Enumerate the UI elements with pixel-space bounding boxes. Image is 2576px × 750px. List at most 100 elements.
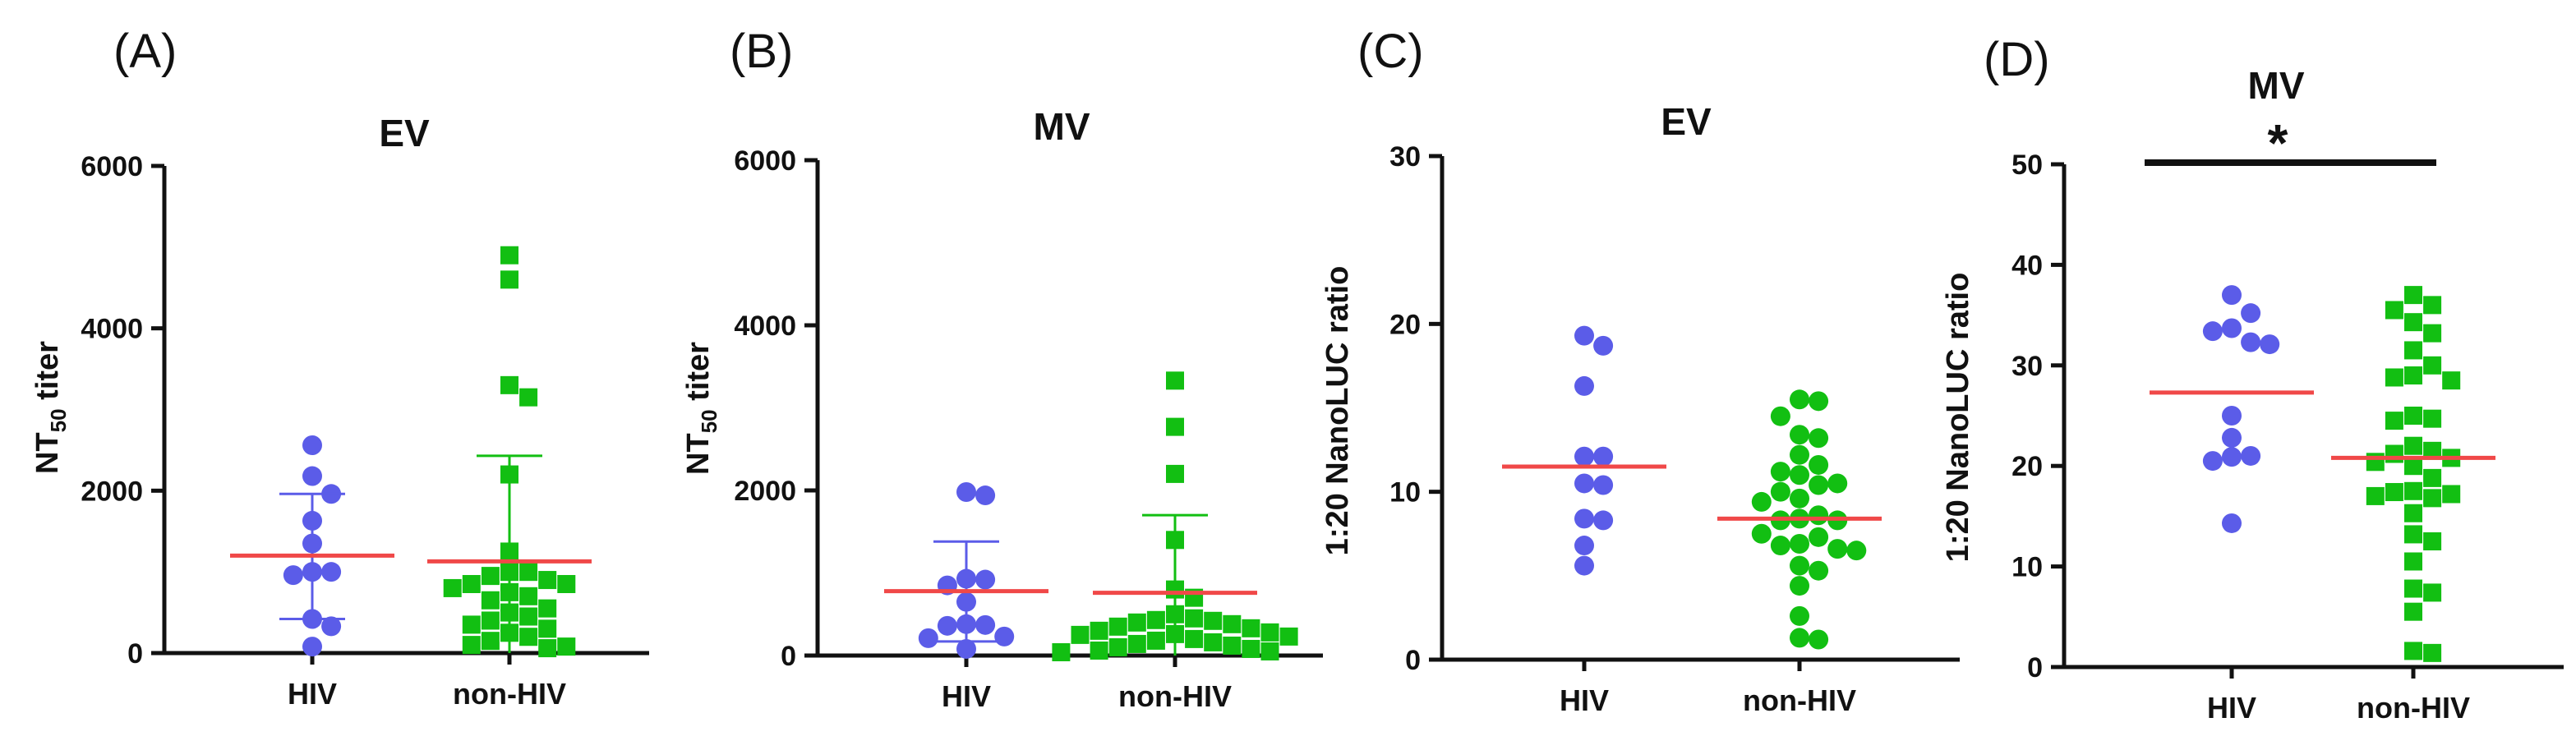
panel-c-title: EV xyxy=(1661,100,1712,143)
non-hiv-point xyxy=(1809,505,1829,526)
hiv-point xyxy=(1593,335,1614,356)
hiv-point xyxy=(2222,285,2242,306)
hiv-point xyxy=(2241,445,2261,466)
y-tick-label: 6000 xyxy=(81,151,143,182)
panel-b-title: MV xyxy=(1034,105,1090,148)
non-hiv-point xyxy=(1052,642,1071,661)
hiv-point xyxy=(956,638,976,659)
non-hiv-point xyxy=(1790,425,1809,445)
non-hiv-point xyxy=(1185,609,1204,628)
non-hiv-point xyxy=(1751,523,1772,544)
non-hiv-point xyxy=(557,637,576,656)
hiv-point xyxy=(2222,447,2242,467)
hiv-point xyxy=(1593,475,1614,495)
non-hiv-point xyxy=(1204,633,1223,651)
panel-c: (C) EV 1:20 NanoLUC ratio 0 10 20 30 HIV non-… xyxy=(1320,25,1960,717)
hiv-point xyxy=(2222,513,2242,533)
non-hiv-point xyxy=(1204,611,1223,630)
non-hiv-point xyxy=(500,270,518,289)
non-hiv-point xyxy=(1223,614,1242,633)
non-hiv-point xyxy=(1770,536,1790,556)
non-hiv-point xyxy=(1260,623,1279,642)
y-tick-label: 0 xyxy=(127,638,143,669)
non-hiv-point xyxy=(2404,436,2422,455)
non-hiv-point xyxy=(2404,457,2422,476)
hiv-point xyxy=(918,628,938,648)
non-hiv-point xyxy=(1166,371,1184,390)
non-hiv-point xyxy=(500,375,518,394)
non-hiv-point xyxy=(481,591,500,610)
y-tick-label: 30 xyxy=(2011,351,2043,382)
non-hiv-point xyxy=(2442,371,2461,390)
y-tick-label: 30 xyxy=(1389,141,1421,173)
non-hiv-point xyxy=(1827,539,1848,559)
non-hiv-point xyxy=(1809,428,1829,449)
panel-d-title: MV xyxy=(2248,64,2305,107)
hiv-point xyxy=(2241,303,2261,324)
hiv-point xyxy=(2202,451,2223,472)
panel-c-label: (C) xyxy=(1357,25,1424,78)
non-hiv-point xyxy=(1770,406,1790,426)
non-hiv-point xyxy=(1279,627,1298,646)
panel-b-ylabel: NT50 titer xyxy=(681,342,721,475)
panel-d-ylabel: 1:20 NanoLUC ratio xyxy=(1941,273,1975,563)
non-hiv-point xyxy=(1846,541,1867,561)
non-hiv-point xyxy=(1090,621,1108,640)
non-hiv-point xyxy=(1090,641,1108,660)
non-hiv-point xyxy=(1790,389,1809,410)
y-tick-label: 2000 xyxy=(734,476,796,507)
hiv-point xyxy=(2222,318,2242,338)
non-hiv-point xyxy=(2423,356,2442,375)
panel-b-plot: 0 2000 4000 6000 HIV non-HIV xyxy=(734,145,1323,713)
hiv-point xyxy=(302,435,322,455)
hiv-point xyxy=(975,569,996,590)
hiv-point xyxy=(321,616,342,637)
hiv-point xyxy=(2241,332,2261,352)
non-hiv-point xyxy=(519,628,538,646)
y-tick-label: 10 xyxy=(2011,552,2043,583)
significance-star: * xyxy=(2268,113,2288,173)
non-hiv-point xyxy=(1827,473,1848,494)
x-tick-label: non-HIV xyxy=(2357,691,2470,725)
non-hiv-point xyxy=(1127,613,1146,632)
non-hiv-point xyxy=(1242,639,1260,658)
non-hiv-point xyxy=(2366,486,2385,505)
non-hiv-point xyxy=(2385,444,2403,463)
hiv-point xyxy=(321,562,342,582)
y-tick-label: 6000 xyxy=(734,145,796,177)
hiv-point xyxy=(937,615,957,636)
non-hiv-point xyxy=(1790,444,1809,465)
panel-b-label: (B) xyxy=(730,25,793,78)
panel-a-ylabel: NT50 titer xyxy=(30,341,71,474)
non-hiv-point xyxy=(1790,628,1809,648)
non-hiv-point xyxy=(481,632,500,651)
hiv-point xyxy=(994,626,1015,646)
x-tick-label: non-HIV xyxy=(453,677,566,711)
non-hiv-point xyxy=(1146,610,1165,629)
non-hiv-point xyxy=(2423,296,2442,315)
non-hiv-point xyxy=(1223,636,1242,655)
non-hiv-point xyxy=(1809,560,1829,581)
non-hiv-point xyxy=(1260,642,1279,660)
non-hiv-point xyxy=(2385,483,2403,502)
hiv-point xyxy=(302,466,322,486)
panel-d: (D) MV 1:20 NanoLUC ratio * 0 10 20 30 40 50 H… xyxy=(1941,33,2564,725)
non-hiv-point xyxy=(2423,441,2442,460)
non-hiv-point xyxy=(519,388,538,407)
hiv-point xyxy=(975,614,996,635)
panel-d-label: (D) xyxy=(1984,33,2050,86)
hiv-point xyxy=(1574,555,1594,576)
non-hiv-point xyxy=(481,567,500,586)
hiv-point xyxy=(1574,508,1594,529)
panel-a-label: (A) xyxy=(113,25,177,78)
non-hiv-point xyxy=(1127,634,1146,653)
y-tick-label: 20 xyxy=(2011,451,2043,482)
non-hiv-point xyxy=(462,636,481,655)
panel-a-title: EV xyxy=(379,112,430,154)
panel-d-plot: 0 10 20 30 40 50 HIV non-HIV xyxy=(2011,150,2564,725)
non-hiv-point xyxy=(2404,552,2422,571)
hiv-point xyxy=(1593,446,1614,467)
non-hiv-point xyxy=(2442,485,2461,504)
panel-c-ylabel: 1:20 NanoLUC ratio xyxy=(1320,266,1355,556)
